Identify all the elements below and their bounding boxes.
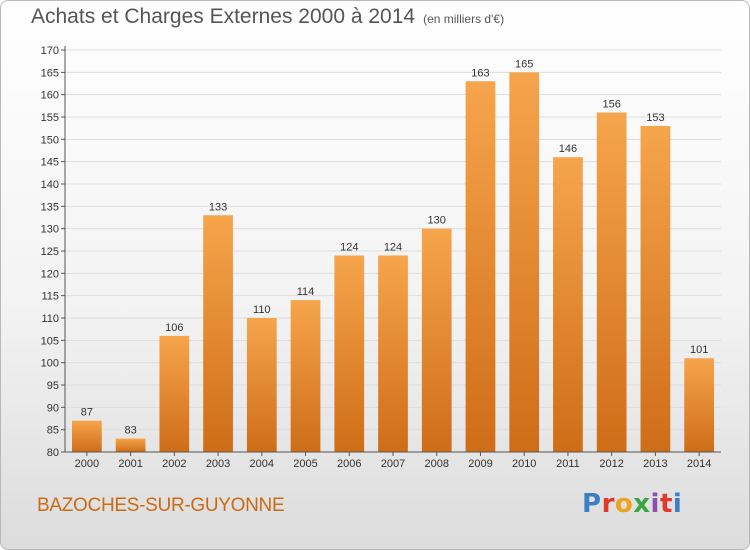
- bar-value-label: 146: [559, 143, 577, 155]
- chart-title: Achats et Charges Externes 2000 à 2014 (e…: [31, 5, 504, 29]
- x-tick-label: 2007: [381, 458, 405, 470]
- bar-value-label: 87: [81, 407, 93, 419]
- x-tick-label: 2004: [250, 458, 274, 470]
- bar-value-label: 106: [165, 322, 183, 334]
- x-tick-label: 2002: [162, 458, 186, 470]
- chart-subtitle: (en milliers d'€): [423, 12, 505, 26]
- x-tick-label: 2009: [468, 458, 492, 470]
- y-tick-label: 150: [41, 134, 59, 146]
- y-tick-label: 155: [41, 112, 59, 124]
- y-tick-label: 160: [41, 90, 59, 102]
- proxiti-logo: Proxiti: [582, 489, 683, 519]
- y-tick-label: 165: [41, 67, 59, 79]
- bar-value-label: 124: [340, 241, 358, 253]
- y-tick-label: 145: [41, 157, 59, 169]
- y-tick-label: 110: [41, 313, 59, 325]
- x-tick-label: 2006: [337, 458, 361, 470]
- bar-2012: [596, 112, 627, 453]
- y-tick-label: 95: [47, 380, 59, 392]
- commune-name: BAZOCHES-SUR-GUYONNE: [37, 495, 285, 516]
- bar-2011: [553, 157, 583, 452]
- y-tick-label: 90: [47, 402, 59, 414]
- x-tick-label: 2011: [556, 458, 580, 470]
- x-tick-label: 2012: [599, 458, 623, 470]
- x-tick-label: 2014: [687, 458, 711, 470]
- y-tick-label: 170: [41, 45, 59, 57]
- bar-value-label: 153: [646, 112, 664, 124]
- bar-value-label: 130: [428, 215, 446, 227]
- bar-2008: [421, 228, 452, 452]
- bar-value-label: 156: [602, 99, 620, 111]
- y-tick-label: 130: [41, 224, 59, 236]
- bar-2003: [203, 215, 233, 452]
- bar-2005: [290, 300, 321, 452]
- y-tick-label: 125: [41, 246, 59, 258]
- y-tick-label: 100: [41, 358, 59, 370]
- bar-2002: [159, 335, 190, 452]
- bar-value-label: 133: [209, 201, 227, 213]
- y-tick-label: 120: [41, 268, 59, 280]
- x-tick-label: 2010: [512, 458, 536, 470]
- bar-value-label: 165: [515, 58, 533, 70]
- bar-value-label: 83: [124, 425, 136, 437]
- bar-value-label: 110: [253, 304, 271, 316]
- y-tick-label: 85: [47, 425, 59, 437]
- bar-value-label: 163: [471, 67, 489, 79]
- bar-value-label: 114: [297, 286, 315, 298]
- bar-value-label: 101: [690, 344, 708, 356]
- bar-2010: [509, 72, 540, 452]
- bar-2004: [246, 318, 277, 452]
- x-tick-label: 2005: [293, 458, 317, 470]
- y-tick-label: 115: [41, 291, 59, 303]
- x-tick-label: 2003: [206, 458, 230, 470]
- y-tick-label: 80: [47, 447, 59, 459]
- x-tick-label: 2013: [643, 458, 667, 470]
- chart-title-text: Achats et Charges Externes 2000 à 2014: [31, 5, 416, 28]
- bar-2001: [115, 438, 146, 452]
- x-tick-label: 2001: [118, 458, 142, 470]
- bar-2006: [334, 255, 365, 452]
- bar-2014: [684, 358, 715, 452]
- y-tick-label: 140: [41, 179, 59, 191]
- bar-value-label: 124: [384, 241, 402, 253]
- x-tick-label: 2008: [424, 458, 448, 470]
- bar-2000: [71, 420, 102, 452]
- y-tick-label: 135: [41, 201, 59, 213]
- y-tick-label: 105: [41, 335, 59, 347]
- x-tick-label: 2000: [75, 458, 99, 470]
- bar-2013: [640, 125, 671, 452]
- bar-2007: [378, 255, 408, 452]
- bar-2009: [465, 81, 496, 453]
